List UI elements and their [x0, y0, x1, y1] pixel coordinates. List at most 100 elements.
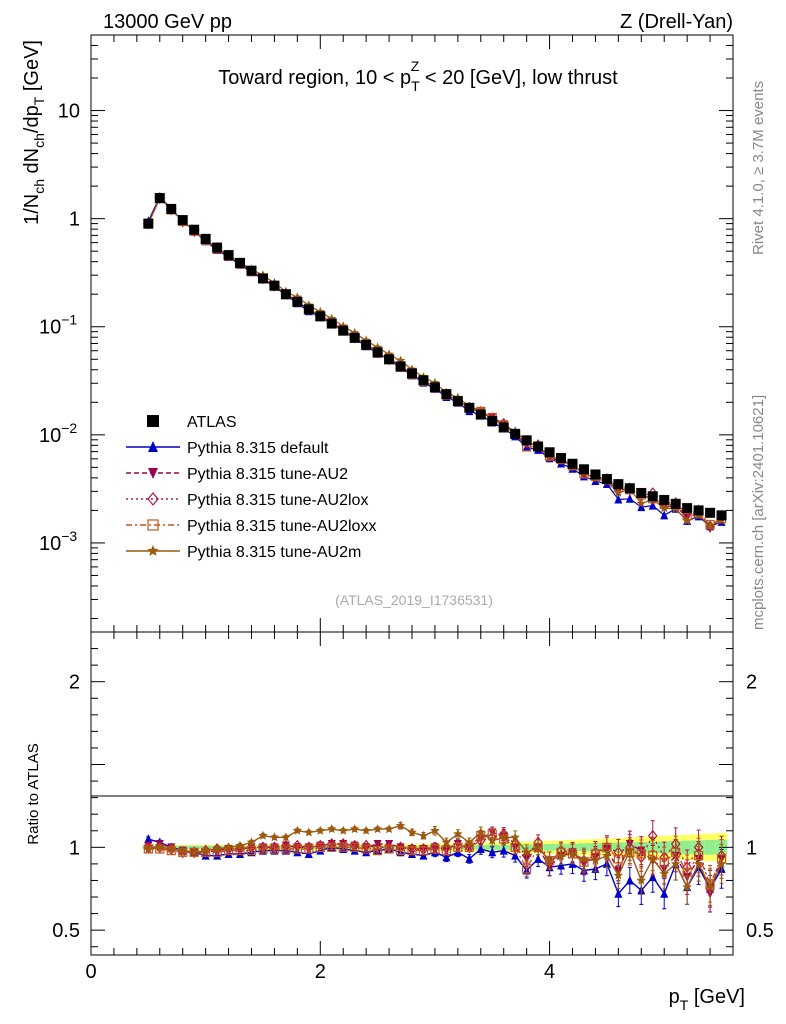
atlas-point [212, 242, 223, 253]
y-tick-label: 10−3 [39, 528, 77, 555]
ratio-series-point [544, 855, 555, 865]
y-tick-label: 10 [58, 101, 80, 123]
ratio-series-point [521, 847, 532, 857]
ratio-series-point [349, 824, 360, 834]
atlas-point [567, 458, 578, 469]
ratio-series-point [384, 824, 394, 834]
ratio-series-point [200, 845, 211, 855]
ratio-series-point [327, 824, 337, 834]
x-tick-label: 4 [544, 961, 555, 983]
atlas-point [349, 332, 360, 343]
ratio-series-point [464, 837, 475, 847]
ratio-series-point [407, 827, 417, 837]
ratio-series-point [361, 825, 371, 835]
ratio-series-point [488, 847, 497, 857]
ratio-series-point [144, 834, 153, 844]
atlas-point [521, 435, 532, 446]
atlas-point [223, 250, 234, 261]
ratio-series-point [465, 853, 474, 863]
main-series-point [613, 487, 624, 497]
ratio-series-point [476, 843, 485, 853]
main-series-point [659, 503, 669, 513]
atlas-point [659, 494, 670, 505]
ratio-series-point [292, 844, 302, 854]
ratio-series-point [315, 825, 325, 835]
atlas-point [338, 325, 349, 336]
ratio-series-point [143, 841, 154, 854]
ratio-series-point [521, 849, 532, 862]
ratio-series-point [476, 827, 486, 837]
rivet-label: Rivet 4.1.0, ≥ 3.7M events [750, 81, 767, 255]
main-series-point [614, 494, 623, 504]
legend-marker [147, 519, 159, 531]
ratio-series-point [511, 850, 520, 860]
atlas-point [326, 318, 337, 329]
ratio-series-point [510, 832, 520, 842]
atlas-point [372, 347, 383, 358]
legend-label: Pythia 8.315 tune-AU2m [187, 544, 361, 561]
atlas-point [693, 505, 704, 516]
ratio-series-point [246, 837, 257, 847]
ratio-series-point [693, 858, 704, 868]
legend-entry: Pythia 8.315 default [126, 440, 329, 457]
ratio-series-point [304, 844, 314, 854]
x-axis-label-pre: p [669, 986, 680, 1008]
ratio-series-pythia-8-315-tune-au2m [143, 820, 727, 906]
x-axis-label: pT [GeV] [669, 986, 745, 1013]
y-tick-label: 1 [69, 837, 80, 859]
site-label: mcplots.cern.ch [arXiv:2401.10621] [750, 395, 767, 630]
ratio-series-point [476, 834, 486, 847]
atlas-point [269, 280, 280, 291]
band-inner [578, 843, 590, 852]
ratio-series-point [716, 858, 727, 868]
atlas-point [705, 507, 716, 518]
ratio-series-point [533, 842, 543, 852]
y-tick-label: 10−1 [39, 312, 77, 339]
atlas-point [257, 273, 268, 284]
legend-label: ATLAS [187, 414, 237, 431]
legend-marker [147, 415, 159, 427]
main-series-point [636, 498, 646, 508]
main-panel: 10 1 10−1 10−2 10−3 Toward region, 10 < pTZ … [21, 34, 734, 633]
x-tick-label: 2 [315, 961, 326, 983]
ratio-series-point [579, 853, 589, 863]
atlas-point [143, 218, 154, 229]
ratio-series-point [361, 844, 371, 854]
ratio-series-point [246, 846, 257, 856]
ratio-series-point [441, 837, 452, 847]
ratio-series-point [613, 870, 624, 880]
legend-label: Pythia 8.315 default [187, 440, 329, 457]
ratio-series-point [258, 830, 268, 840]
legend-label: Pythia 8.315 tune-AU2 [187, 466, 348, 483]
y-tick-label: 10−2 [39, 420, 77, 447]
ratio-series-point [384, 844, 394, 854]
ratio-series-point [395, 820, 406, 830]
atlas-point [544, 447, 555, 458]
ratio-series-point [350, 842, 360, 852]
ratio-ylabel: Ratio to ATLAS [25, 743, 42, 844]
ratio-series-point [534, 853, 543, 863]
ratio-series-point [602, 850, 612, 860]
ratio-series-point [499, 832, 509, 842]
legend-entry: Pythia 8.315 tune-AU2lox [126, 492, 368, 509]
ratio-series-point [660, 888, 669, 898]
atlas-point [590, 469, 601, 480]
main-title-post: < 20 [GeV], low thrust [419, 67, 618, 89]
ratio-series-point [567, 849, 578, 858]
atlas-point [510, 428, 521, 439]
atlas-point [154, 193, 165, 204]
ratio-series-point [670, 858, 681, 868]
legend-marker [147, 492, 159, 506]
ratio-series-point [166, 844, 176, 853]
ratio-series-point [338, 825, 348, 835]
ratio-series-point [235, 843, 245, 855]
ratio-series-point [636, 849, 646, 859]
y-tick-label-right: 1 [746, 837, 757, 859]
ratio-series-point [327, 842, 337, 852]
atlas-point [246, 265, 257, 276]
ratio-series-point [372, 824, 383, 834]
atlas-point [441, 389, 452, 400]
band-inner [704, 840, 716, 855]
ratio-series-point [212, 844, 222, 853]
ratio-series-point [258, 844, 268, 854]
